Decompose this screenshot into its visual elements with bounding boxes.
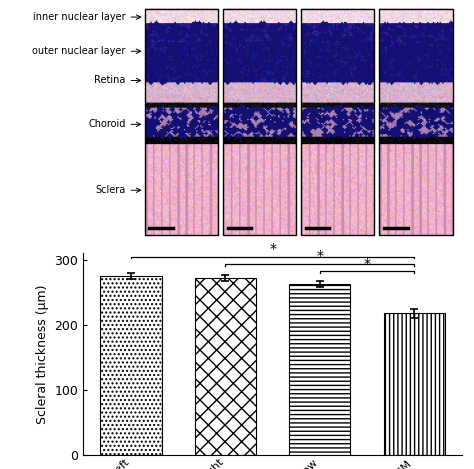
Bar xyxy=(195,278,256,455)
Text: *: * xyxy=(316,249,323,263)
Text: inner nuclear layer: inner nuclear layer xyxy=(33,12,141,22)
Bar xyxy=(223,8,296,235)
Text: Choroid: Choroid xyxy=(88,120,141,129)
Bar xyxy=(100,276,162,455)
Bar xyxy=(145,8,218,235)
Bar xyxy=(289,284,350,455)
Text: *: * xyxy=(364,257,371,271)
Bar xyxy=(383,313,445,455)
Text: outer nuclear layer: outer nuclear layer xyxy=(32,46,141,56)
Bar xyxy=(379,8,453,235)
Text: *: * xyxy=(269,242,276,256)
Y-axis label: Scleral thickness (μm): Scleral thickness (μm) xyxy=(36,284,49,424)
Bar xyxy=(301,8,374,235)
Text: Retina: Retina xyxy=(94,76,141,85)
Text: Sclera: Sclera xyxy=(95,185,141,195)
